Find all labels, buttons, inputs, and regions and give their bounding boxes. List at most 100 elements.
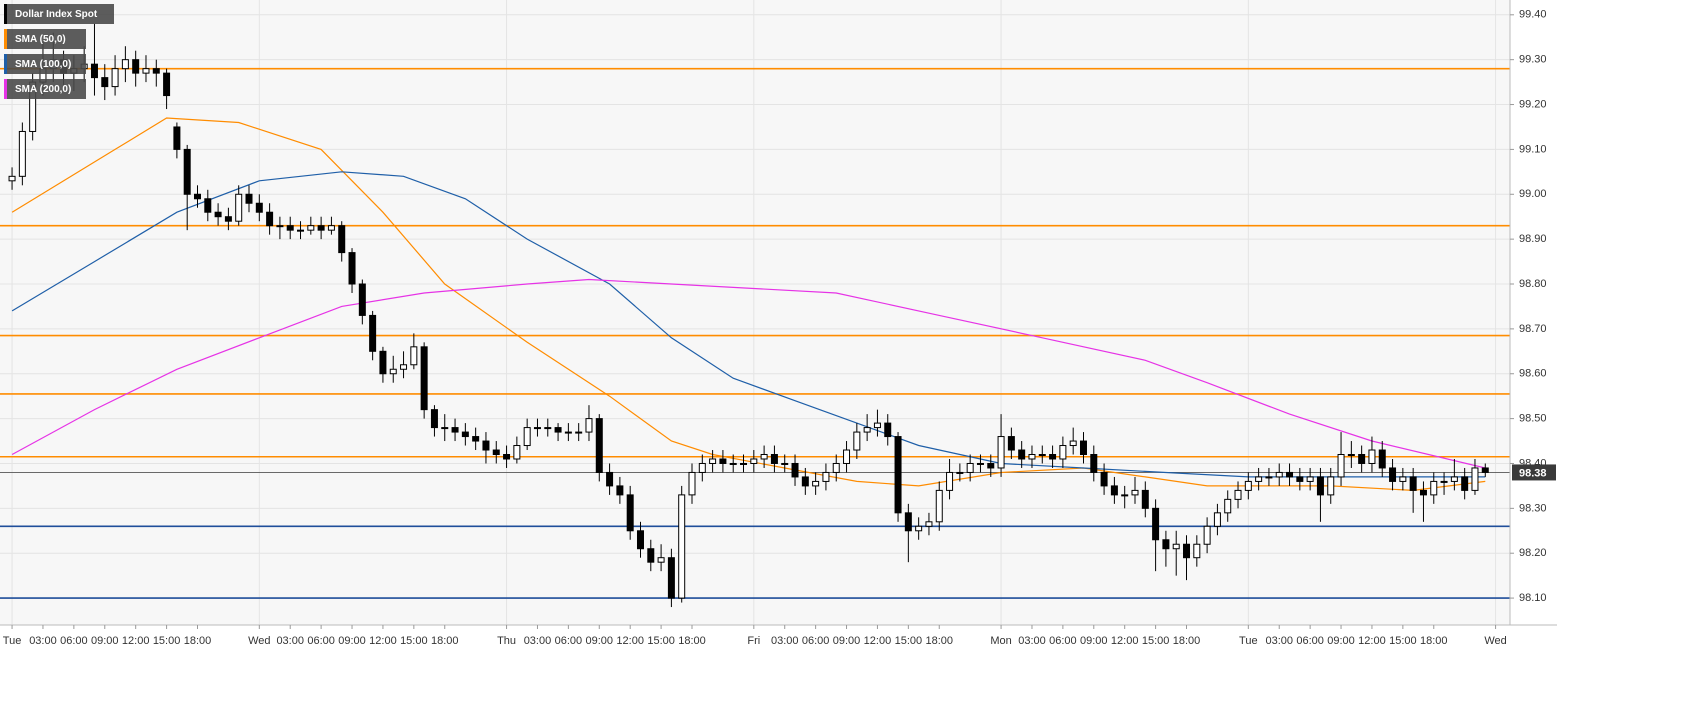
candle-body (595, 418, 603, 473)
x-tick-label: 15:00 (1142, 635, 1170, 647)
legend-box (4, 29, 86, 49)
x-tick-label: 15:00 (1389, 635, 1417, 647)
candle-body (193, 193, 201, 200)
x-tick-label: 12:00 (616, 635, 644, 647)
x-tick-label: 03:00 (1018, 635, 1046, 647)
y-tick-label: 99.10 (1519, 143, 1547, 155)
candle-body (935, 489, 943, 523)
candle-body (513, 445, 521, 460)
candle-body (636, 530, 644, 550)
candle-body (575, 431, 583, 434)
x-tick-label: 06:00 (1049, 635, 1077, 647)
candle-body (853, 431, 861, 451)
candle-body (997, 436, 1005, 469)
y-tick-label: 98.10 (1519, 592, 1547, 604)
x-tick-label: Tue (1239, 635, 1258, 647)
candle-body (791, 462, 799, 478)
candle-body (204, 198, 212, 213)
candle-body (863, 427, 871, 433)
candle-body (1430, 480, 1438, 496)
candle-body (894, 436, 902, 514)
candle-body (441, 427, 449, 430)
candle-body (1234, 489, 1242, 500)
candle-body (503, 454, 511, 460)
candle-body (1213, 512, 1221, 527)
x-tick-label: 06:00 (60, 635, 88, 647)
x-tick-label: 18:00 (1420, 635, 1448, 647)
candle-body (492, 449, 500, 456)
candle-body (667, 557, 675, 599)
x-tick-label: 09:00 (833, 635, 861, 647)
candle-body (1224, 498, 1232, 514)
x-tick-label: 12:00 (1358, 635, 1386, 647)
candle-body (1296, 476, 1304, 482)
x-tick-label: 03:00 (29, 635, 57, 647)
candle-body (482, 440, 490, 451)
candle-body (224, 216, 232, 222)
y-tick-label: 98.60 (1519, 368, 1547, 380)
candle-body (1049, 454, 1057, 460)
candle-body (544, 427, 552, 430)
candle-body (750, 458, 758, 464)
x-tick-label: 03:00 (276, 635, 304, 647)
x-tick-label: Mon (990, 635, 1011, 647)
candle-body (369, 314, 377, 352)
candle-body (1399, 476, 1407, 482)
candle-body (1347, 454, 1355, 457)
candle-body (1038, 454, 1046, 457)
candle-body (1090, 454, 1098, 473)
candle-body (1389, 467, 1397, 482)
x-tick-label: 06:00 (802, 635, 830, 647)
candle-body (678, 494, 686, 599)
candle-body (1121, 494, 1129, 497)
candle-body (801, 476, 809, 487)
y-tick-label: 99.20 (1519, 98, 1547, 110)
candle-body (1286, 471, 1294, 478)
candle-body (1110, 485, 1118, 496)
x-tick-label: 12:00 (122, 635, 150, 647)
y-tick-label: 99.40 (1519, 9, 1547, 21)
x-tick-label: 12:00 (1111, 635, 1139, 647)
legend-swatch (4, 29, 7, 49)
x-tick-label: 15:00 (895, 635, 923, 647)
candle-body (451, 427, 459, 433)
candle-body (410, 346, 418, 366)
legend-label: SMA (100,0) (15, 59, 71, 70)
candle-body (554, 427, 562, 433)
candle-body (111, 68, 119, 88)
candle-body (1368, 449, 1376, 464)
candle-body (379, 350, 387, 375)
candle-body (616, 485, 624, 496)
x-tick-label: 03:00 (524, 635, 552, 647)
y-tick-label: 99.00 (1519, 188, 1547, 200)
candle-body (832, 462, 840, 473)
candle-body (389, 368, 397, 375)
candle-body (1440, 480, 1448, 483)
candle-body (904, 512, 912, 532)
candle-body (18, 130, 26, 177)
x-tick-label: 09:00 (586, 635, 614, 647)
candle-body (533, 427, 541, 430)
legend-box (4, 79, 86, 99)
sma-line (11, 278, 1486, 469)
x-tick-label: 18:00 (1173, 635, 1201, 647)
candle-body (1450, 476, 1458, 482)
x-tick-label: 06:00 (307, 635, 335, 647)
candle-body (348, 252, 356, 285)
candle-body (1358, 454, 1366, 464)
candle-body (307, 225, 315, 231)
candle-body (709, 458, 717, 464)
candle-body (1018, 449, 1026, 460)
candle-body (822, 471, 830, 482)
legend-label: SMA (200,0) (15, 84, 71, 95)
y-tick-label: 98.20 (1519, 547, 1547, 559)
candle-body (1327, 476, 1335, 496)
candle-body (358, 283, 366, 316)
candle-body (1337, 454, 1345, 478)
y-tick-label: 98.30 (1519, 502, 1547, 514)
candle-body (1419, 489, 1427, 496)
x-tick-label: 06:00 (1296, 635, 1324, 647)
candle-body (729, 462, 737, 465)
candle-body (647, 548, 655, 563)
